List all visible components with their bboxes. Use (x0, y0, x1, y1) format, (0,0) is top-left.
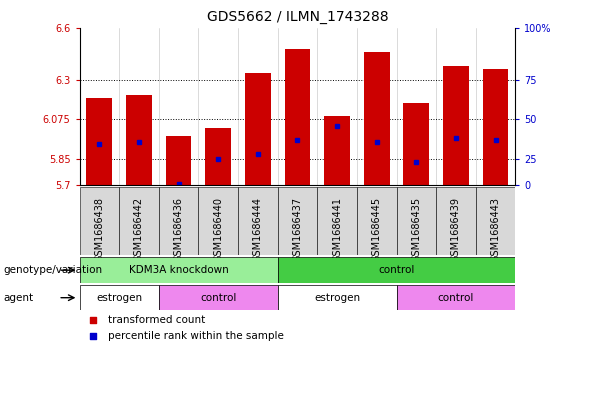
Bar (80, 187, 119, 255)
Text: GSM1686440: GSM1686440 (213, 197, 223, 262)
Bar (119, 187, 159, 255)
Text: estrogen: estrogen (96, 293, 142, 303)
Text: GSM1686441: GSM1686441 (332, 197, 342, 262)
Bar (443, 66, 469, 185)
Text: GSM1686442: GSM1686442 (134, 197, 144, 262)
Bar (87, 98, 112, 185)
Text: control: control (378, 265, 415, 275)
Bar (403, 103, 429, 185)
Point (412, 253, 421, 260)
Bar (396, 285, 515, 310)
Text: estrogen: estrogen (314, 293, 360, 303)
Text: GSM1686438: GSM1686438 (94, 197, 104, 262)
Bar (436, 187, 476, 255)
Text: transformed count: transformed count (108, 315, 205, 325)
Bar (396, 187, 436, 255)
Text: GSM1686444: GSM1686444 (253, 197, 263, 262)
Text: control: control (200, 293, 236, 303)
Text: GSM1686443: GSM1686443 (491, 197, 501, 262)
Text: GSM1686436: GSM1686436 (174, 197, 184, 262)
Text: KDM3A knockdown: KDM3A knockdown (129, 265, 229, 275)
Bar (277, 187, 317, 255)
Text: GSM1686445: GSM1686445 (372, 197, 382, 262)
Text: percentile rank within the sample: percentile rank within the sample (108, 331, 284, 341)
Text: control: control (438, 293, 474, 303)
Bar (284, 50, 310, 185)
Bar (317, 187, 357, 255)
Text: GSM1686439: GSM1686439 (451, 197, 461, 262)
Bar (277, 257, 515, 283)
Bar (324, 116, 350, 185)
Bar (80, 257, 277, 283)
Bar (476, 187, 515, 255)
Bar (126, 95, 152, 185)
Text: agent: agent (3, 293, 33, 303)
Bar (198, 187, 238, 255)
Text: GSM1686437: GSM1686437 (293, 197, 302, 262)
Text: genotype/variation: genotype/variation (3, 265, 102, 275)
Bar (357, 187, 396, 255)
Bar (80, 285, 159, 310)
Bar (238, 187, 277, 255)
Bar (364, 52, 389, 185)
Bar (245, 73, 271, 185)
Bar (159, 187, 198, 255)
Text: GSM1686435: GSM1686435 (411, 197, 421, 262)
Point (412, 111, 421, 117)
Bar (159, 285, 277, 310)
Bar (166, 136, 191, 185)
Bar (206, 128, 231, 185)
Title: GDS5662 / ILMN_1743288: GDS5662 / ILMN_1743288 (207, 10, 388, 24)
Bar (277, 285, 396, 310)
Bar (483, 68, 508, 185)
